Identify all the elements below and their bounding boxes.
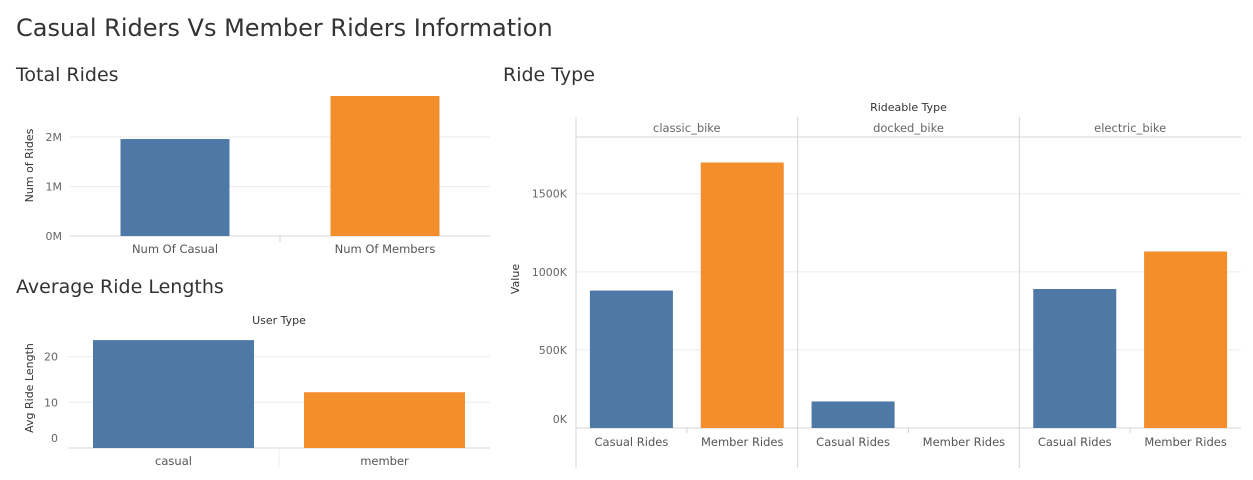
x-tick-label: Casual Rides: [1038, 435, 1112, 449]
facet-label: classic_bike: [653, 121, 721, 135]
x-tick-label: Member Rides: [1144, 435, 1227, 449]
y-tick-label: 0K: [553, 413, 568, 426]
x-tick-label: casual: [155, 454, 192, 468]
avg-ride-lengths-title: Average Ride Lengths: [16, 276, 224, 298]
dashboard-title: Casual Riders Vs Member Riders Informati…: [16, 14, 553, 42]
y-tick-label: 0: [51, 432, 58, 445]
y-tick-label: 500K: [539, 344, 568, 357]
y-tick-label: 2M: [46, 131, 63, 144]
y-axis-label: Value: [509, 264, 522, 294]
bar: [1033, 289, 1117, 428]
x-tick-label: Member Rides: [923, 435, 1006, 449]
total-rides-title: Total Rides: [16, 64, 119, 86]
y-axis-label: Num of Rides: [23, 128, 36, 202]
bar: [700, 162, 784, 428]
facet-header: Rideable Type: [870, 101, 947, 114]
bar: [330, 95, 440, 236]
ride-type-title: Ride Type: [503, 64, 595, 86]
x-tick-label: Num Of Casual: [132, 242, 218, 256]
facet-label: electric_bike: [1094, 121, 1166, 135]
x-tick-label: Member Rides: [701, 435, 784, 449]
y-tick-label: 0M: [46, 230, 63, 243]
y-tick-label: 1M: [46, 181, 63, 194]
y-tick-label: 1000K: [532, 266, 568, 279]
x-tick-label: Casual Rides: [595, 435, 669, 449]
y-tick-label: 10: [44, 396, 58, 409]
y-axis-label: Avg Ride Length: [23, 343, 36, 433]
y-tick-label: 1500K: [532, 188, 568, 201]
x-tick-label: Num Of Members: [335, 242, 436, 256]
column-header: User Type: [252, 314, 306, 327]
x-tick-label: Casual Rides: [816, 435, 890, 449]
bar: [589, 290, 673, 428]
x-tick-label: member: [360, 454, 409, 468]
bar: [1144, 251, 1228, 428]
bar: [811, 401, 895, 428]
bar: [93, 340, 254, 448]
bar: [120, 139, 230, 236]
facet-label: docked_bike: [873, 121, 944, 135]
bar: [304, 392, 465, 448]
y-tick-label: 20: [44, 351, 58, 364]
